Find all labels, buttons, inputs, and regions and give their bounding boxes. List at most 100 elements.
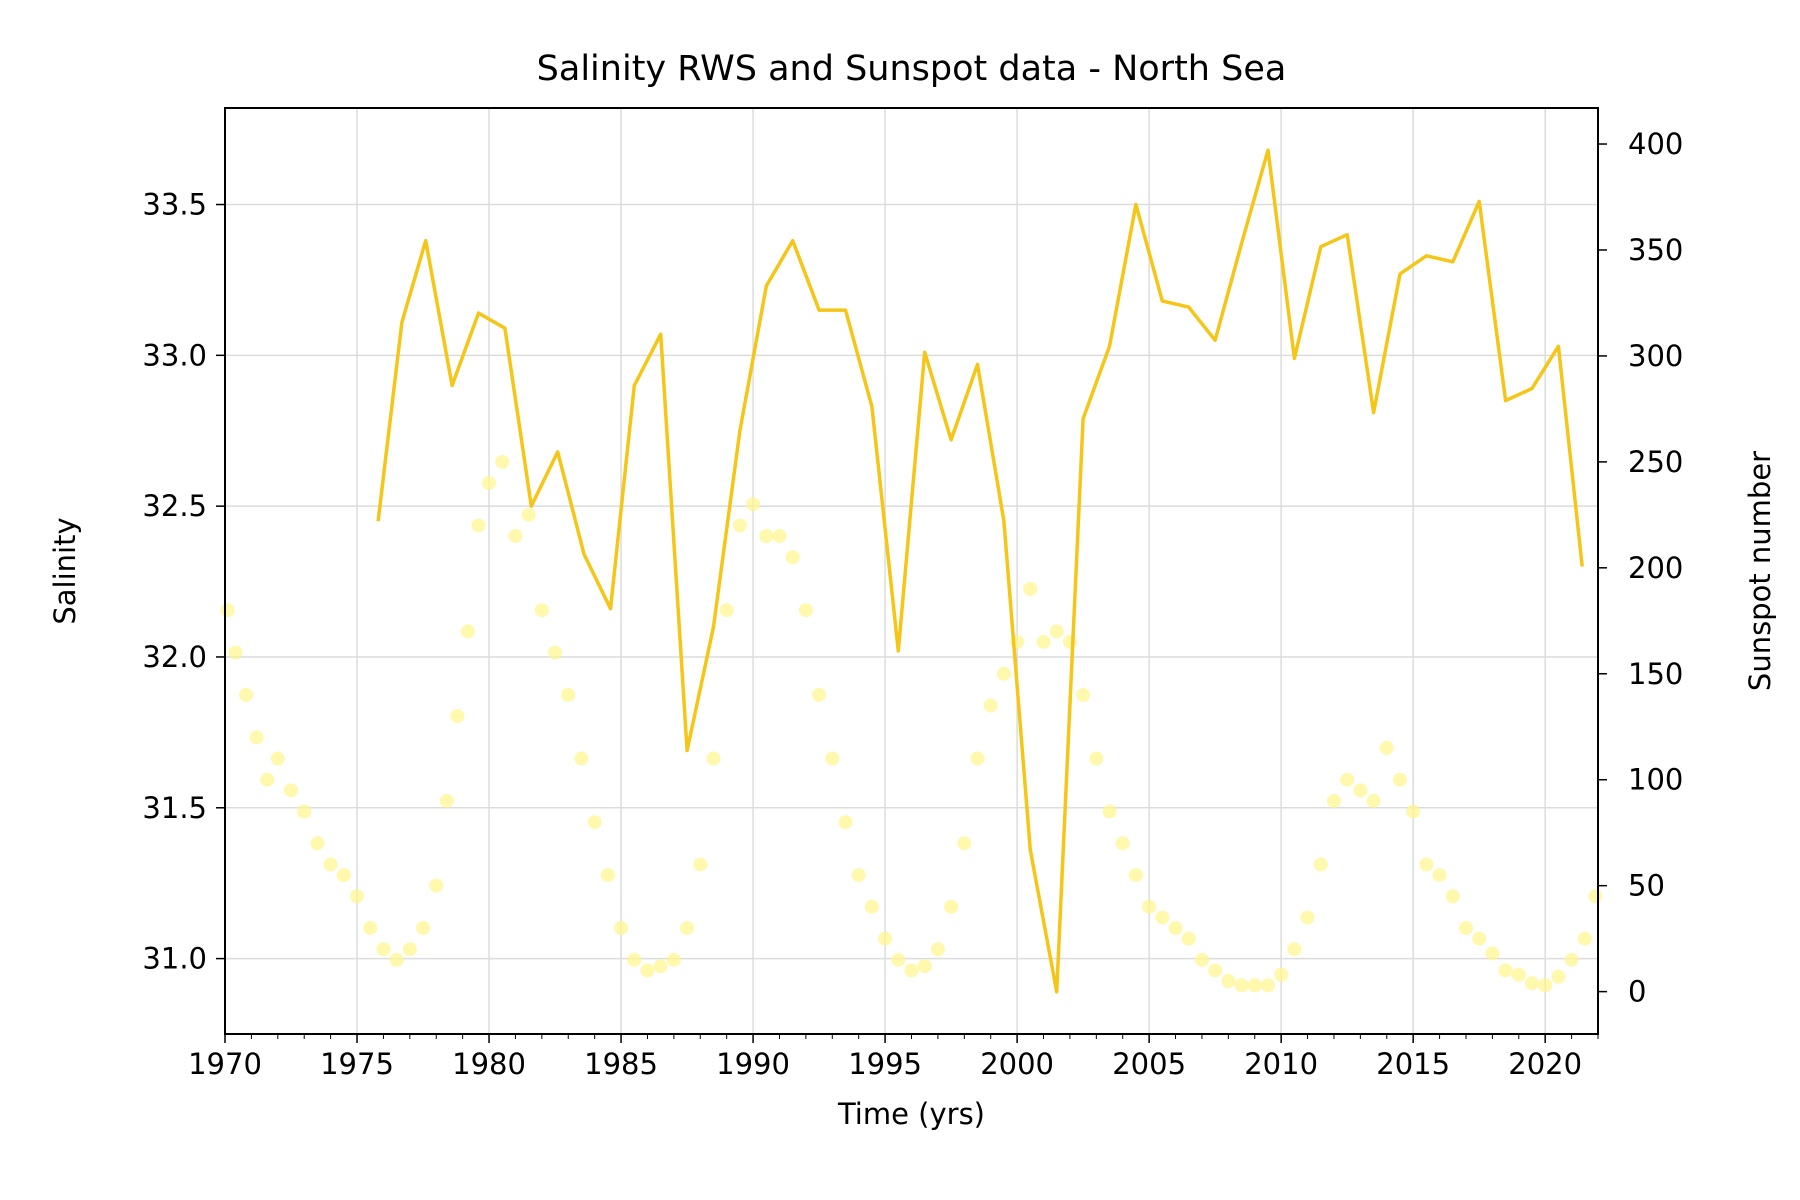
- sunspot-point: [1115, 836, 1130, 851]
- sunspot-point: [376, 942, 391, 957]
- sunspot-point: [719, 603, 734, 618]
- sunspot-point: [1155, 910, 1170, 925]
- y2-tick-label: 250: [1628, 445, 1683, 479]
- sunspot-point: [1577, 931, 1592, 946]
- sunspot-point: [429, 878, 444, 893]
- sunspot-point: [785, 550, 800, 565]
- sunspot-point: [917, 959, 932, 974]
- sunspot-point: [402, 942, 417, 957]
- sunspot-point: [1300, 910, 1315, 925]
- sunspot-point: [1313, 857, 1328, 872]
- sunspot-point: [1379, 740, 1394, 755]
- sunspot-point: [548, 645, 563, 660]
- sunspot-point: [1208, 963, 1223, 978]
- sunspot-point: [1419, 857, 1434, 872]
- y-axis-right: 0 50 100 150 200 250 300 350 400: [1598, 127, 1683, 1009]
- sunspot-point: [1458, 921, 1473, 936]
- sunspot-point: [1564, 952, 1579, 967]
- sunspot-point: [680, 921, 695, 936]
- sunspot-point: [1498, 963, 1513, 978]
- sunspot-point: [574, 751, 589, 766]
- sunspot-point: [1089, 751, 1104, 766]
- y-tick-label: 32.5: [142, 489, 207, 523]
- sunspot-point: [521, 507, 536, 522]
- x-tick-label: 1995: [848, 1047, 922, 1081]
- sunspot-point: [1260, 978, 1275, 993]
- y2-axis-label: Sunspot number: [1743, 451, 1777, 691]
- sunspot-point: [1326, 793, 1341, 808]
- sunspot-point: [260, 772, 275, 787]
- sunspot-point: [653, 959, 668, 974]
- sunspot-point: [825, 751, 840, 766]
- sunspot-point: [1221, 974, 1236, 989]
- sunspot-series: [220, 454, 1603, 993]
- sunspot-point: [600, 868, 615, 883]
- sunspot-point: [1366, 793, 1381, 808]
- sunspot-point: [666, 952, 681, 967]
- sunspot-point: [1406, 804, 1421, 819]
- sunspot-point: [1102, 804, 1117, 819]
- x-axis: 1970 1975 1980 1985 1990 1995 2000 2005 2010 2015…: [188, 1034, 1599, 1081]
- sunspot-point: [1353, 783, 1368, 798]
- sunspot-point: [587, 815, 602, 830]
- sunspot-point: [851, 868, 866, 883]
- sunspot-point: [336, 868, 351, 883]
- sunspot-point: [746, 497, 761, 512]
- sunspot-point: [983, 698, 998, 713]
- sunspot-point: [812, 687, 827, 702]
- sunspot-point: [1524, 976, 1539, 991]
- sunspot-point: [732, 518, 747, 533]
- sunspot-point: [1432, 868, 1447, 883]
- x-tick-label: 2010: [1244, 1047, 1318, 1081]
- sunspot-point: [1511, 967, 1526, 982]
- x-tick-label: 2000: [980, 1047, 1054, 1081]
- sunspot-point: [482, 476, 497, 491]
- salinity-line: [376, 148, 1584, 994]
- sunspot-point: [772, 529, 787, 544]
- sunspot-point: [1274, 967, 1289, 982]
- sunspot-point: [460, 624, 475, 639]
- sunspot-point: [439, 793, 454, 808]
- sunspot-point: [310, 836, 325, 851]
- sunspot-point: [640, 963, 655, 978]
- sunspot-point: [614, 921, 629, 936]
- grid: [224, 108, 1598, 1034]
- sunspot-point: [1445, 889, 1460, 904]
- y2-tick-label: 150: [1628, 657, 1683, 691]
- sunspot-point: [1023, 582, 1038, 597]
- sunspot-point: [1538, 978, 1553, 993]
- sunspot-point: [798, 603, 813, 618]
- y2-tick-label: 200: [1628, 551, 1683, 585]
- sunspot-point: [450, 709, 465, 724]
- sunspot-point: [1062, 634, 1077, 649]
- sunspot-point: [228, 645, 243, 660]
- sunspot-point: [350, 889, 365, 904]
- x-axis-label: Time (yrs): [837, 1097, 985, 1131]
- x-tick-label: 1975: [320, 1047, 394, 1081]
- sunspot-point: [1168, 921, 1183, 936]
- x-tick-label: 1985: [584, 1047, 658, 1081]
- sunspot-point: [1551, 969, 1566, 984]
- x-tick-label: 1970: [188, 1047, 262, 1081]
- sunspot-point: [297, 804, 312, 819]
- sunspot-point: [1472, 931, 1487, 946]
- sunspot-point: [996, 666, 1011, 681]
- sunspot-point: [1128, 868, 1143, 883]
- sunspot-point: [1036, 634, 1051, 649]
- salinity-series: [376, 148, 1584, 994]
- y2-tick-label: 350: [1628, 233, 1683, 267]
- sunspot-point: [1485, 946, 1500, 961]
- sunspot-point: [1076, 687, 1091, 702]
- sunspot-point: [1194, 952, 1209, 967]
- y2-tick-label: 400: [1628, 127, 1683, 161]
- sunspot-point: [323, 857, 338, 872]
- sunspot-point: [270, 751, 285, 766]
- sunspot-point: [471, 518, 486, 533]
- x-tick-label: 2015: [1376, 1047, 1450, 1081]
- x-tick-label: 2005: [1112, 1047, 1186, 1081]
- sunspot-point: [706, 751, 721, 766]
- x-tick-label: 1990: [716, 1047, 790, 1081]
- sunspot-point: [239, 687, 254, 702]
- sunspot-point: [759, 529, 774, 544]
- sunspot-point: [389, 952, 404, 967]
